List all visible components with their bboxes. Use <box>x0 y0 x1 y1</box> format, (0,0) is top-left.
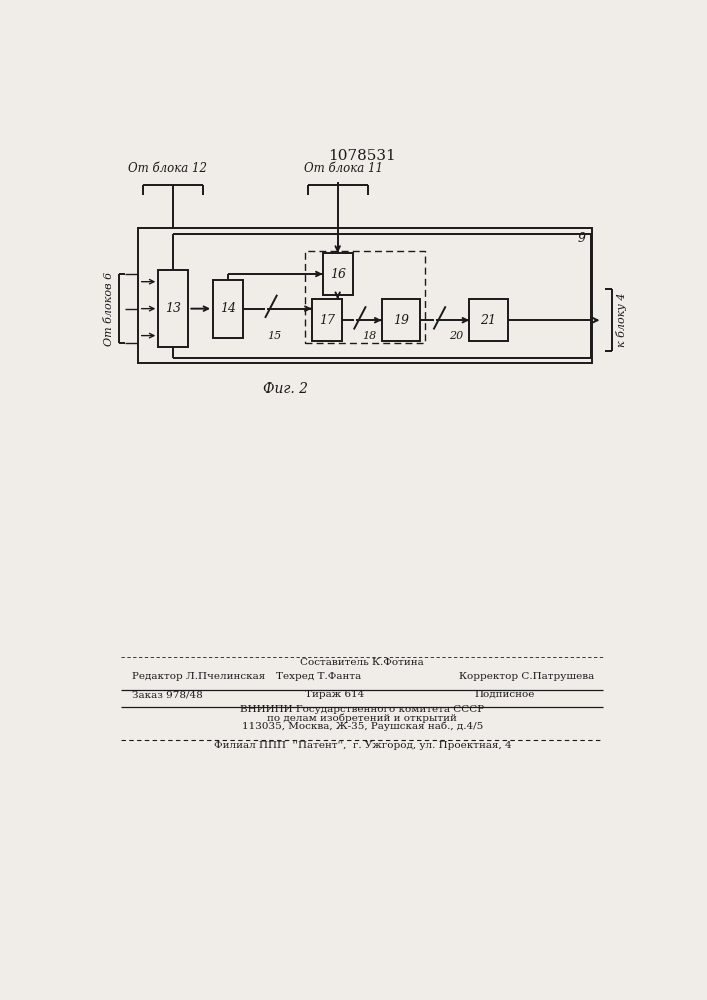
Text: 15: 15 <box>267 331 282 341</box>
Text: От блока 12: От блока 12 <box>129 162 207 175</box>
Text: 18: 18 <box>362 331 376 341</box>
Text: к блоку 4: к блоку 4 <box>616 293 627 347</box>
Text: От блока 11: От блока 11 <box>304 162 382 175</box>
Text: Филиал ППП  ''Патент'',  г. Ужгород, ул. Проектная, 4: Филиал ППП ''Патент'', г. Ужгород, ул. П… <box>214 741 511 750</box>
Bar <box>312 299 341 341</box>
Text: Редактор Л.Пчелинская: Редактор Л.Пчелинская <box>132 672 265 681</box>
Text: Подписное: Подписное <box>474 690 535 699</box>
Text: 113035, Москва, Ж-35, Раушская наб., д.4/5: 113035, Москва, Ж-35, Раушская наб., д.4… <box>242 722 483 731</box>
Bar <box>213 280 243 338</box>
Bar <box>469 299 508 341</box>
Text: Корректор С.Патрушева: Корректор С.Патрушева <box>459 672 595 681</box>
Text: 1078531: 1078531 <box>329 149 396 163</box>
Text: 14: 14 <box>220 302 236 315</box>
Text: Составитель К.Фотина: Составитель К.Фотина <box>300 658 424 667</box>
Bar <box>138 228 592 363</box>
Text: Тираж 614: Тираж 614 <box>305 690 365 699</box>
Text: 17: 17 <box>319 314 334 327</box>
Text: Фиг. 2: Фиг. 2 <box>263 382 308 396</box>
Text: 13: 13 <box>165 302 181 315</box>
Bar <box>305 251 426 343</box>
Bar <box>382 299 420 341</box>
Text: ВНИИПИ Государственного комитета СССР: ВНИИПИ Государственного комитета СССР <box>240 705 484 714</box>
Text: 19: 19 <box>392 314 409 327</box>
Text: Техред Т.Фанта: Техред Т.Фанта <box>276 672 361 681</box>
Text: 21: 21 <box>480 314 496 327</box>
Bar <box>158 270 188 347</box>
Text: От блоков 6: От блоков 6 <box>104 272 114 346</box>
Text: 16: 16 <box>329 267 346 280</box>
Text: 9: 9 <box>578 232 586 245</box>
Text: по делам изобретений и открытий: по делам изобретений и открытий <box>267 713 457 723</box>
Text: 20: 20 <box>450 331 464 341</box>
Bar <box>322 253 353 295</box>
Text: Заказ 978/48: Заказ 978/48 <box>132 690 203 699</box>
